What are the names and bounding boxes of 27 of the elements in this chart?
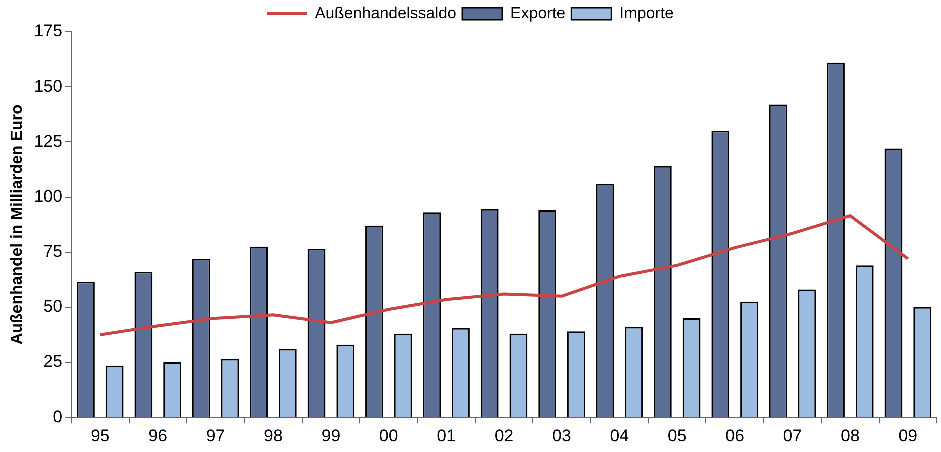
x-tick-label: 08 bbox=[840, 426, 860, 446]
y-axis-title: Außenhandel in Milliarden Euro bbox=[9, 104, 26, 345]
x-tick-label: 97 bbox=[206, 426, 226, 446]
x-tick-label: 01 bbox=[437, 426, 456, 446]
x-tick-label: 98 bbox=[264, 426, 283, 446]
legend-label: Importe bbox=[620, 5, 674, 22]
x-tick-label: 06 bbox=[726, 426, 745, 446]
y-tick-label: 150 bbox=[34, 76, 63, 96]
y-tick-label: 100 bbox=[34, 186, 63, 206]
x-tick-label: 99 bbox=[322, 426, 341, 446]
x-tick-label: 00 bbox=[379, 426, 398, 446]
x-tick-label: 04 bbox=[610, 426, 630, 446]
x-tick-label: 02 bbox=[494, 426, 514, 446]
legend-label: Außenhandelssaldo bbox=[315, 5, 457, 22]
y-tick-label: 25 bbox=[44, 352, 63, 372]
x-tick-label: 09 bbox=[898, 426, 918, 446]
y-tick-label: 0 bbox=[53, 407, 63, 426]
y-tick-label: 175 bbox=[34, 22, 63, 41]
y-tick-label: 75 bbox=[44, 242, 63, 262]
x-tick-label: 95 bbox=[90, 426, 110, 446]
y-tick-label: 50 bbox=[44, 297, 63, 316]
legend-label: Exporte bbox=[510, 5, 566, 22]
y-tick-label: 125 bbox=[34, 132, 63, 151]
x-tick-label: 03 bbox=[552, 426, 572, 446]
x-tick-label: 05 bbox=[668, 426, 687, 446]
x-tick-label: 07 bbox=[783, 426, 802, 446]
x-tick-label: 96 bbox=[148, 426, 168, 446]
